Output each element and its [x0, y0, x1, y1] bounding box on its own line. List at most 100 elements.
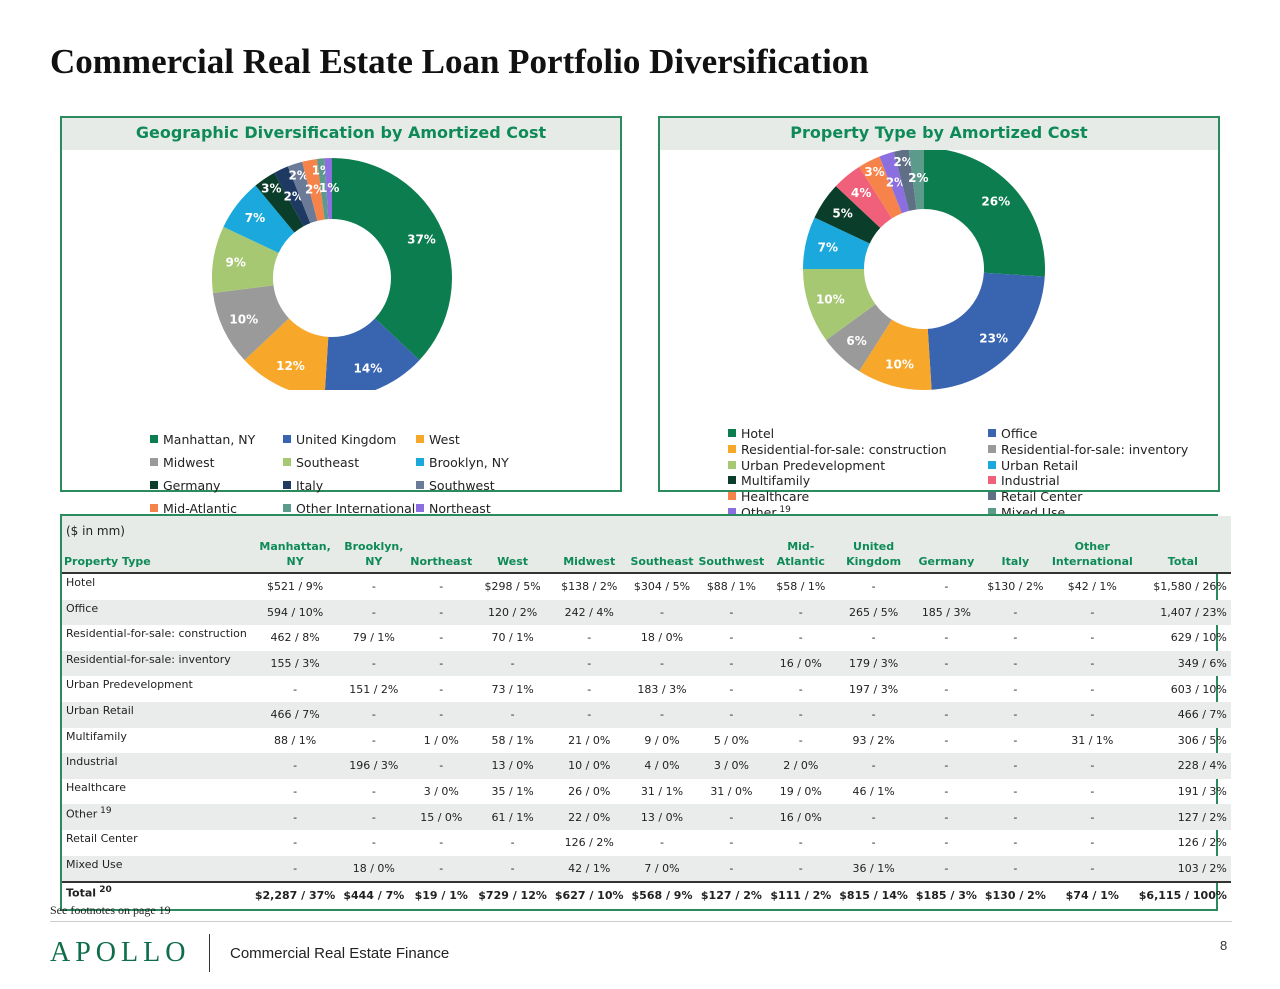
unit-note: ($ in mm)	[62, 516, 1231, 539]
table-cell: -	[293, 836, 298, 850]
legend-item: Other International	[283, 501, 415, 516]
legend-swatch	[988, 508, 996, 516]
table-cell: -	[587, 682, 592, 696]
table-cell: -	[696, 650, 767, 677]
table-cell: 58 / 1%	[491, 733, 534, 747]
legend-item: Industrial	[988, 473, 1060, 488]
column-header: Total	[1134, 539, 1231, 574]
slice-label: 9%	[226, 256, 246, 270]
column-header: West	[474, 539, 551, 574]
row-label: Mixed Use	[62, 855, 251, 883]
row-label: Total 20	[62, 881, 251, 909]
row-label: Healthcare	[66, 780, 126, 794]
legend-swatch	[728, 429, 736, 437]
legend-swatch	[283, 458, 291, 466]
slice-label: 10%	[816, 292, 845, 306]
divider	[50, 921, 1232, 922]
table-cell: -	[980, 650, 1050, 677]
table-cell: 228 / 4%	[1134, 753, 1231, 779]
table-cell: -	[729, 682, 734, 696]
legend-item: Urban Predevelopment	[728, 458, 885, 473]
table-cell: -	[408, 701, 475, 728]
legend-item: Germany	[150, 478, 220, 493]
table-cell: -	[1049, 753, 1135, 779]
table-cell: -	[911, 701, 981, 728]
donut-slice	[908, 150, 924, 210]
legend-swatch	[150, 504, 158, 512]
table-cell: 10 / 0%	[550, 753, 628, 779]
table-cell: -	[474, 701, 551, 728]
table-cell: $444 / 7%	[339, 881, 409, 909]
table-cell: -	[696, 855, 767, 883]
row-label: Other 19	[62, 804, 251, 830]
table-cell: 3 / 0%	[696, 753, 767, 779]
table-cell: $42 / 1%	[1067, 580, 1117, 594]
legend-swatch	[728, 476, 736, 485]
table-cell: -	[587, 631, 592, 645]
slice-label: 5%	[832, 207, 852, 221]
legend-swatch	[988, 429, 996, 437]
table-cell: 35 / 1%	[491, 785, 534, 799]
legend-swatch	[728, 492, 736, 501]
table-cell: -	[439, 580, 444, 594]
slice-label: 2%	[288, 168, 308, 182]
table-cell: 126 / 2%	[564, 836, 614, 850]
legend-label: Healthcare	[741, 489, 810, 505]
table-cell: 349 / 6%	[1134, 650, 1231, 677]
legend-swatch	[416, 504, 424, 512]
slice-label: 26%	[981, 195, 1010, 209]
table-cell: 31 / 1%	[640, 785, 684, 799]
legend-label: Office	[1001, 426, 1038, 441]
legend-swatch	[283, 481, 291, 489]
legend-swatch	[728, 508, 736, 517]
table-cell: 594 / 10%	[250, 599, 340, 626]
table-cell: -	[371, 733, 376, 747]
table-cell: 179 / 3%	[835, 650, 912, 677]
table-cell: 36 / 1%	[835, 855, 912, 883]
table-cell: -	[627, 599, 697, 626]
legend-label: Southwest	[429, 478, 495, 493]
table-cell: -	[408, 650, 475, 677]
donut-slice	[927, 272, 1045, 390]
table-cell: -	[766, 701, 836, 728]
slice-label: 3%	[261, 182, 281, 196]
table-cell: -	[371, 580, 376, 594]
table-cell: -	[1090, 836, 1095, 850]
donut-slice	[803, 269, 876, 341]
apollo-logo: APOLLO	[50, 937, 191, 968]
column-header: Southwest	[696, 539, 767, 574]
page-number: 8	[1220, 938, 1228, 953]
donut-slice	[244, 318, 329, 390]
table-cell: -	[1049, 804, 1135, 830]
table-row: Residential-for-sale: construction 462 / …	[62, 625, 1231, 651]
table-cell: -	[439, 631, 444, 645]
table-row: Other 19- -15 / 0% 61 / 1% 22 / 0% 13 / 0% -1…	[62, 804, 1231, 830]
table-cell: 603 / 10%	[1170, 682, 1227, 696]
table-cell: $127 / 2%	[696, 881, 767, 909]
geographic-donut: 37%14%12%10%9%7%3%2%2%2%1%1%	[212, 158, 452, 390]
legend-swatch	[988, 476, 996, 485]
column-header: Manhattan, NY	[250, 539, 340, 574]
table-row: Total 20 $2,287 / 37% $444 / 7% $19 / 1% $72…	[62, 881, 1231, 909]
table-cell: -	[371, 785, 376, 799]
table-cell: -	[871, 631, 876, 645]
table-cell: $74 / 1%	[1049, 881, 1135, 909]
table-cell: -	[439, 682, 444, 696]
legend-item: Manhattan, NY	[150, 432, 255, 447]
legend-label: Mid-Atlantic	[163, 501, 237, 516]
legend-label: Italy	[296, 478, 324, 493]
legend-label: Industrial	[1001, 473, 1060, 489]
legend-item: Hotel	[728, 426, 774, 441]
legend-label: Retail Center	[1001, 489, 1083, 505]
table-cell: 42 / 1%	[550, 855, 628, 883]
table-cell: $815 / 14%	[835, 881, 912, 909]
donut-slice	[879, 151, 910, 214]
table-cell: -	[1013, 733, 1018, 747]
slice-label: 1%	[319, 181, 339, 195]
table-cell: $130 / 2%	[987, 580, 1044, 594]
table-cell: 88 / 1%	[274, 733, 317, 747]
slice-label: 6%	[846, 334, 866, 348]
donut-slice	[332, 158, 452, 361]
slice-label: 2%	[908, 171, 928, 185]
table-cell: $58 / 1%	[776, 580, 826, 594]
